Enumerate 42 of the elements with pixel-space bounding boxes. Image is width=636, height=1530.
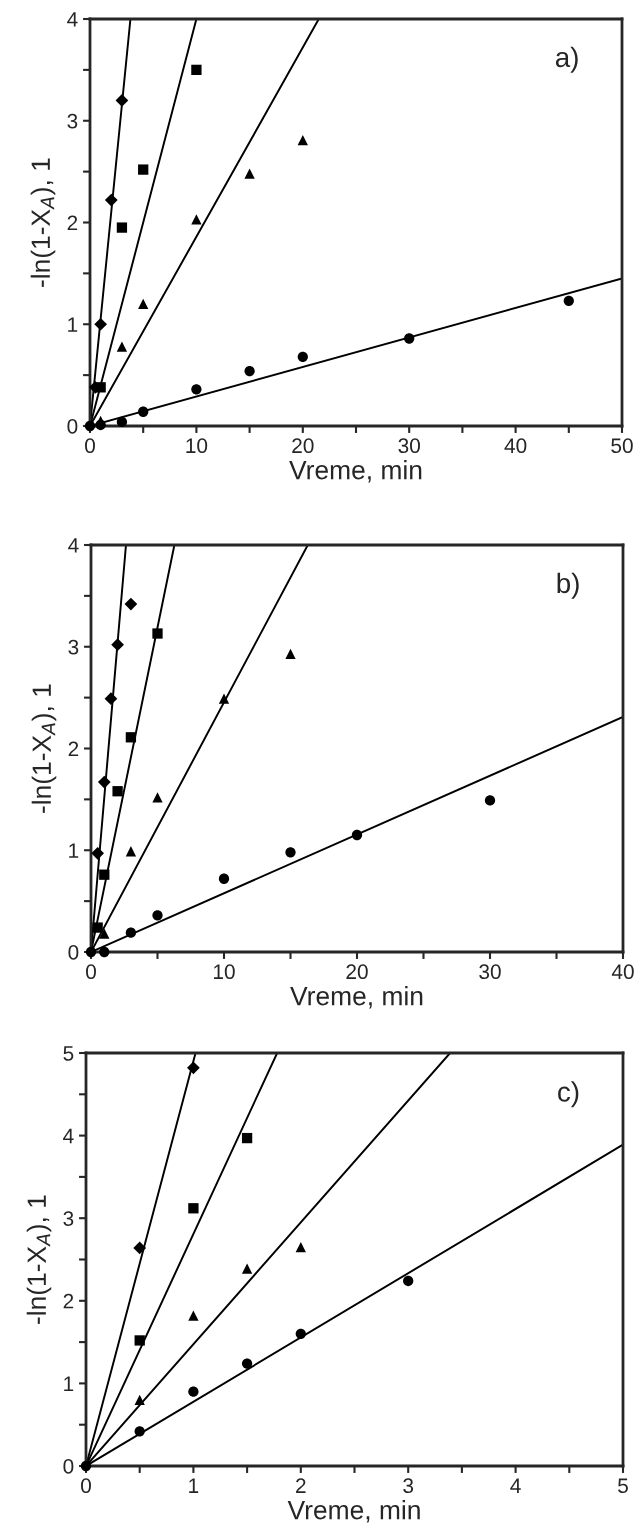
y-tick-label: 1 [64,1376,74,1391]
y-tick-label: 4 [63,1128,74,1144]
x-axis-title: Vreme, min [289,460,422,483]
x-tick-label: 10 [214,964,235,980]
x-tick-label: 0 [86,964,96,980]
y-tick-label: 3 [67,113,78,129]
x-axis-title: Vreme, min [290,986,423,1009]
x-tick-label: 20 [346,964,368,980]
y-tick-label: 3 [63,1211,74,1226]
y-axis-title: -ln(1-X$_{A}$), 1 [31,684,57,813]
x-tick-label: 0 [81,1478,91,1494]
annotation: b) [557,572,579,599]
y-tick-label: 4 [67,12,78,27]
y-tick-label: 2 [68,741,79,757]
x-tick-label: 40 [504,438,527,454]
y-tick-label: 2 [67,215,78,231]
y-tick-label: 3 [68,639,79,655]
x-tick-label: 4 [510,1478,521,1493]
y-tick-label: 5 [63,1046,74,1061]
annotation: c) [558,1081,579,1108]
x-tick-label: 50 [611,438,633,454]
annotation: a) [555,46,578,73]
x-tick-label: 1 [189,1478,199,1493]
y-tick-label: 2 [63,1293,74,1309]
y-tick-label: 4 [68,538,79,553]
y-tick-label: 0 [63,1459,74,1474]
x-tick-label: 5 [618,1478,628,1494]
x-tick-label: 30 [479,964,501,980]
y-axis-title: -ln(1-X$_{A}$), 1 [30,158,56,287]
y-tick-label: 0 [67,419,78,434]
x-tick-label: 20 [292,438,314,454]
y-tick-label: 0 [68,945,79,960]
x-axis-title: Vreme, min [287,1500,420,1523]
x-tick-label: 30 [398,438,420,454]
x-tick-label: 3 [403,1478,414,1494]
x-tick-label: 0 [85,438,95,454]
x-tick-label: 40 [611,964,634,980]
y-tick-label: 1 [68,317,78,332]
x-tick-label: 2 [296,1478,306,1493]
y-tick-label: 1 [69,843,79,858]
y-axis-title: -ln(1-X$_{A}$), 1 [26,1195,52,1324]
x-tick-label: 10 [186,438,208,454]
